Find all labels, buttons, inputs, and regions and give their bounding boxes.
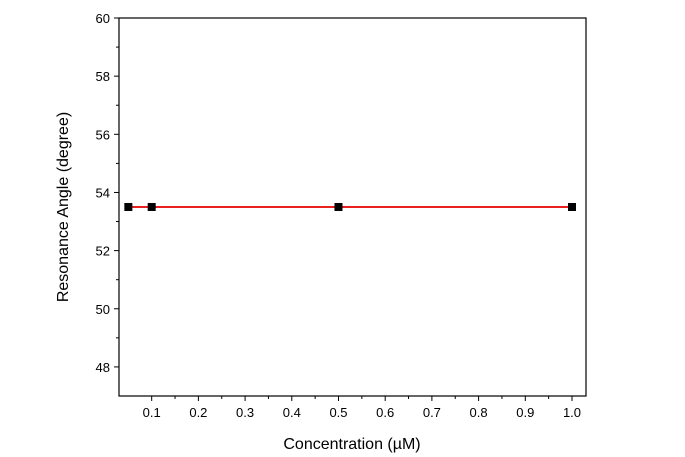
x-tick-label: 1.0 (563, 405, 581, 420)
data-point-marker (147, 203, 156, 211)
x-tick-label: 0.7 (423, 405, 441, 420)
y-tick-label: 52 (96, 244, 110, 259)
data-point-marker (567, 203, 576, 211)
data-point-marker (124, 203, 133, 211)
x-tick-label: 0.5 (329, 405, 347, 420)
x-tick-label: 0.9 (516, 405, 534, 420)
series-layer (124, 203, 576, 211)
y-axis-title: Resonance Angle (degree) (55, 112, 72, 302)
x-tick-label: 0.8 (470, 405, 488, 420)
y-axis-ticks: 48 50 52 54 56 58 60 (96, 11, 119, 375)
y-tick-label: 48 (96, 360, 110, 375)
y-tick-label: 54 (96, 185, 110, 200)
x-axis-title: Concentration (µM) (283, 436, 420, 453)
data-point-marker (334, 203, 343, 211)
y-tick-label: 58 (96, 69, 110, 84)
x-axis-ticks: 0.1 0.2 0.3 0.4 0.5 0.6 0.7 0.8 0.9 1.0 (143, 396, 581, 420)
y-tick-label: 50 (96, 302, 110, 317)
x-tick-label: 0.2 (189, 405, 207, 420)
x-tick-label: 0.6 (376, 405, 394, 420)
plot-frame (118, 17, 587, 397)
x-tick-label: 0.1 (143, 405, 161, 420)
y-tick-label: 60 (96, 11, 110, 26)
y-tick-label: 56 (96, 127, 110, 142)
x-tick-label: 0.3 (236, 405, 254, 420)
x-tick-label: 0.4 (283, 405, 301, 420)
